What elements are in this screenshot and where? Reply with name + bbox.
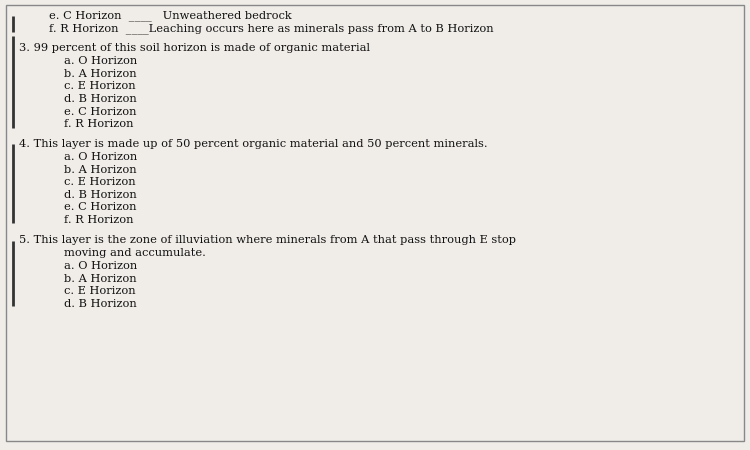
Text: moving and accumulate.: moving and accumulate.: [64, 248, 206, 257]
Text: a. O Horizon: a. O Horizon: [64, 56, 137, 66]
Text: f. R Horizon  ____Leaching occurs here as minerals pass from A to B Horizon: f. R Horizon ____Leaching occurs here as…: [49, 23, 494, 34]
Text: d. B Horizon: d. B Horizon: [64, 94, 136, 104]
Text: 5. This layer is the zone of illuviation where minerals from A that pass through: 5. This layer is the zone of illuviation…: [19, 235, 516, 245]
Text: f. R Horizon: f. R Horizon: [64, 119, 134, 129]
Text: d. B Horizon: d. B Horizon: [64, 299, 136, 309]
Text: b. A Horizon: b. A Horizon: [64, 274, 136, 284]
Text: f. R Horizon: f. R Horizon: [64, 215, 134, 225]
Text: e. C Horizon: e. C Horizon: [64, 202, 136, 212]
Text: 4. This layer is made up of 50 percent organic material and 50 percent minerals.: 4. This layer is made up of 50 percent o…: [19, 139, 488, 148]
Text: c. E Horizon: c. E Horizon: [64, 81, 135, 91]
Text: e. C Horizon: e. C Horizon: [64, 107, 136, 117]
Text: b. A Horizon: b. A Horizon: [64, 165, 136, 175]
Text: a. O Horizon: a. O Horizon: [64, 152, 137, 162]
Text: d. B Horizon: d. B Horizon: [64, 190, 136, 200]
Text: b. A Horizon: b. A Horizon: [64, 69, 136, 79]
Text: 3. 99 percent of this soil horizon is made of organic material: 3. 99 percent of this soil horizon is ma…: [19, 43, 370, 53]
Text: e. C Horizon  ____   Unweathered bedrock: e. C Horizon ____ Unweathered bedrock: [49, 10, 291, 21]
Text: a. O Horizon: a. O Horizon: [64, 261, 137, 271]
Text: c. E Horizon: c. E Horizon: [64, 286, 135, 296]
Text: c. E Horizon: c. E Horizon: [64, 177, 135, 187]
